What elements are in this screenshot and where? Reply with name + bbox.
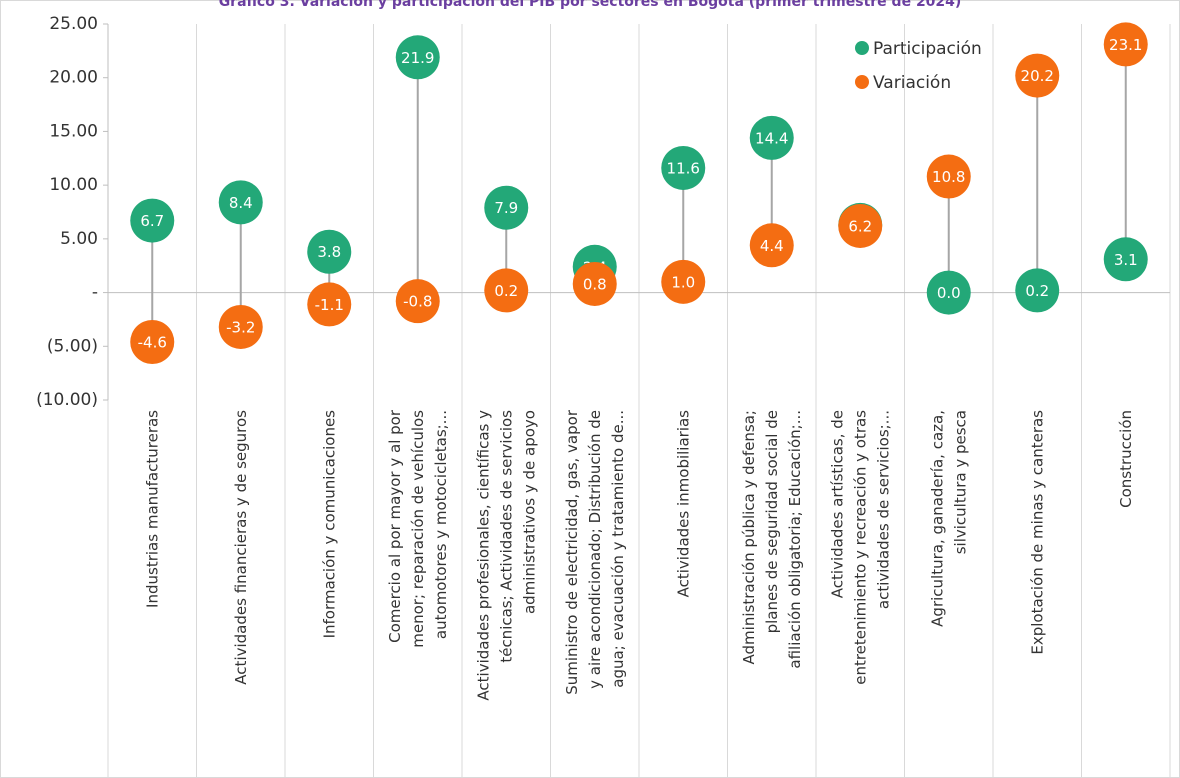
value-label: 1.0 <box>671 273 695 291</box>
value-label: 8.4 <box>229 194 253 212</box>
legend-label: Variación <box>873 73 951 93</box>
value-label: -4.6 <box>138 333 167 351</box>
value-label: 0.2 <box>1025 282 1049 300</box>
x-tick-label: Agricultura, ganadería, caza, silvicultur… <box>928 410 969 627</box>
value-label: 20.2 <box>1021 67 1054 85</box>
dot <box>484 185 529 230</box>
dot <box>484 268 529 313</box>
x-tick-label: Administración pública y defensa; planes … <box>739 410 803 669</box>
legend-marker <box>855 41 869 55</box>
x-tick-label: Actividades inmobiliarias <box>674 410 692 598</box>
legend-marker <box>855 75 869 89</box>
dot <box>572 261 617 306</box>
chart-title: Gráfico 3. Variación y participación del… <box>219 0 962 10</box>
value-label: 11.6 <box>667 159 700 177</box>
value-label: -0.8 <box>403 293 432 311</box>
dot <box>395 279 440 324</box>
value-label: 6.2 <box>848 217 872 235</box>
value-label: 3.8 <box>317 243 341 261</box>
value-label: 0.2 <box>494 282 518 300</box>
y-tick-label: 25.00 <box>49 14 98 34</box>
dot <box>307 229 352 274</box>
dot <box>661 145 706 190</box>
value-label: 0.0 <box>937 284 961 302</box>
x-tick-label: Actividades profesionales, científicas y… <box>474 410 538 701</box>
value-label: 21.9 <box>401 49 434 67</box>
x-tick-label: Comercio al por mayor y al por menor; rep… <box>385 409 449 648</box>
value-label: 4.4 <box>760 237 784 255</box>
x-tick-label: Suministro de electricidad, gas, vapor y … <box>562 409 626 695</box>
dot <box>395 35 440 80</box>
x-tick-label: Información y comunicaciones <box>320 410 338 639</box>
x-tick-label: Industrias manufactureras <box>143 410 161 608</box>
dot <box>661 259 706 304</box>
y-tick-label: 20.00 <box>49 68 98 88</box>
value-label: 7.9 <box>494 199 518 217</box>
dot <box>1015 53 1060 98</box>
value-label: 14.4 <box>755 129 788 147</box>
dot <box>1103 22 1148 67</box>
value-label: -3.2 <box>226 318 255 336</box>
x-tick-label: Construcción <box>1116 410 1134 508</box>
dot <box>1015 268 1060 313</box>
dot <box>218 304 263 349</box>
y-tick-label: 15.00 <box>49 121 98 141</box>
dot <box>749 223 794 268</box>
value-label: 10.8 <box>932 168 965 186</box>
dot <box>749 115 794 160</box>
y-tick-label: 5.00 <box>60 229 98 249</box>
dot <box>838 203 883 248</box>
value-label: 6.7 <box>140 212 164 230</box>
y-tick-label: (5.00) <box>47 336 98 356</box>
legend-label: Participación <box>873 39 982 59</box>
value-label: 23.1 <box>1109 36 1142 54</box>
dot <box>926 270 971 315</box>
x-tick-label: Explotación de minas y canteras <box>1028 410 1046 655</box>
y-tick-label: (10.00) <box>36 390 98 410</box>
dot <box>307 282 352 327</box>
dot <box>926 154 971 199</box>
value-label: 0.8 <box>583 275 607 293</box>
dot <box>130 198 175 243</box>
x-tick-label: Actividades artísticas, de entretenimient… <box>828 410 892 685</box>
y-tick-label: 10.00 <box>49 175 98 195</box>
value-label: -1.1 <box>315 296 344 314</box>
y-tick-label: - <box>92 283 98 303</box>
dot <box>1103 237 1148 282</box>
dot <box>218 180 263 225</box>
dot <box>130 319 175 364</box>
x-tick-label: Actividades financieras y de seguros <box>231 410 249 685</box>
value-label: 3.1 <box>1114 251 1138 269</box>
